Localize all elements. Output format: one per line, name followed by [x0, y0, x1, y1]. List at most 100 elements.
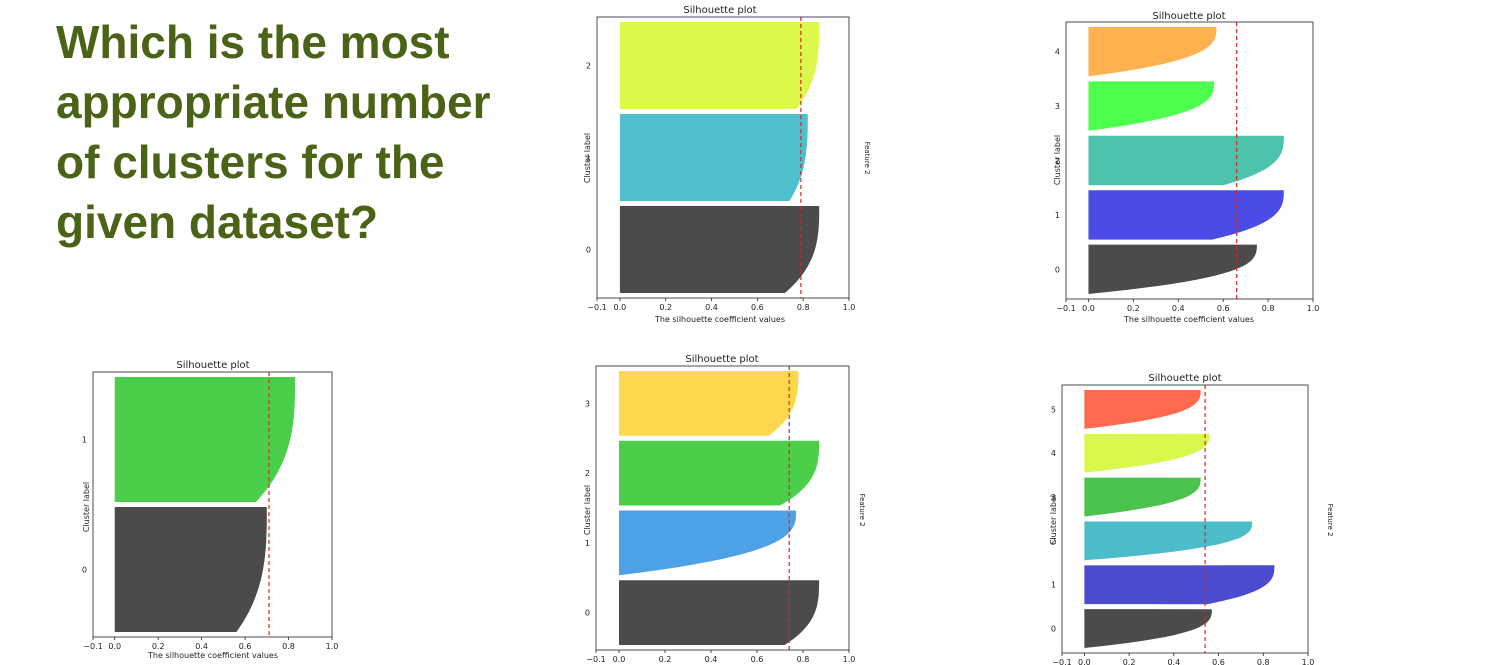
x-tick-label: −0.1: [586, 655, 605, 664]
cluster-silhouette-area: [1084, 609, 1212, 648]
cluster-silhouette-area: [619, 371, 799, 436]
x-tick-label: 0.4: [195, 642, 208, 651]
chart-marks: 0 1 2 3 4 −0.1 0.0 0.2 0.4 0.6 0.8 1.0: [1055, 21, 1320, 313]
x-tick-label: 0.2: [659, 655, 672, 664]
cluster-label: 3: [585, 399, 590, 408]
plot-frame: [92, 371, 333, 638]
cluster-label: 5: [1051, 405, 1056, 414]
plot-frame: [1065, 21, 1314, 300]
cluster-silhouette-area: [619, 440, 820, 506]
x-tick-label: 0.4: [705, 655, 718, 664]
cluster-label: 2: [1051, 537, 1056, 546]
y-axis-label: Cluster label: [583, 485, 592, 535]
x-tick-label: 0.6: [1217, 304, 1230, 313]
x-tick-label: 0.0: [1078, 658, 1091, 665]
x-tick-label: −0.1: [1056, 304, 1075, 313]
silhouette-plot-2: Silhouette plot 0 1 2 3 4 −0.1 0.0 0.2 0.4 0.6 0.8…: [1053, 11, 1320, 324]
x-tick-label: 0.2: [1123, 658, 1136, 665]
cluster-silhouette-area: [619, 510, 797, 576]
x-tick-label: 0.6: [751, 303, 764, 312]
feature-axis-label: Feature 2: [863, 141, 871, 174]
silhouette-plot-1: Silhouette plot 0 1 2 −0.1 0.0 0.2 0.4 0.6 0.8 1.…: [583, 5, 871, 324]
x-tick-label: 1.0: [843, 655, 856, 664]
cluster-label: 3: [1051, 493, 1056, 502]
cluster-label: 2: [585, 469, 590, 478]
cluster-silhouette-area: [1088, 81, 1215, 131]
cluster-label: 1: [585, 539, 590, 548]
chart-title: Silhouette plot: [685, 354, 758, 365]
y-axis-label: Cluster label: [82, 482, 91, 532]
y-axis-label: Cluster label: [1053, 135, 1062, 185]
y-axis-label: Cluster label: [1049, 495, 1058, 545]
cluster-silhouette-area: [1084, 521, 1253, 561]
chart-title: Silhouette plot: [1152, 11, 1225, 22]
silhouette-plot-3: Silhouette plot 0 1 −0.1 0.0 0.2 0.4 0.6 0.8 1.0…: [82, 360, 339, 660]
cluster-silhouette-area: [1088, 244, 1257, 294]
silhouette-plot-5: Silhouette plot 0 1 2 3 4 5 −0.1 0.0 0.2 0.4 0.6 0.…: [1049, 373, 1334, 665]
cluster-silhouette-area: [619, 206, 820, 293]
cluster-label: 3: [1055, 102, 1060, 111]
chart-title: Silhouette plot: [1148, 373, 1221, 384]
x-tick-label: 0.4: [705, 303, 718, 312]
x-tick-label: 1.0: [326, 642, 339, 651]
x-tick-label: 0.4: [1172, 304, 1185, 313]
chart-marks: 0 1 −0.1 0.0 0.2 0.4 0.6 0.8 1.0: [82, 371, 339, 651]
feature-axis-label: Feature 2: [1326, 503, 1334, 536]
cluster-silhouette-area: [1084, 433, 1210, 473]
cluster-label: 0: [1051, 625, 1056, 634]
cluster-silhouette-area: [1088, 135, 1284, 186]
cluster-label: 4: [1055, 48, 1060, 57]
x-tick-label: 0.0: [108, 642, 121, 651]
x-tick-label: 0.2: [152, 642, 165, 651]
cluster-silhouette-area: [1088, 27, 1217, 77]
x-tick-label: 0.2: [1127, 304, 1140, 313]
cluster-label: 0: [1055, 265, 1060, 274]
x-tick-label: 1.0: [1307, 304, 1320, 313]
silhouette-plot-4: Silhouette plot 0 1 2 3 −0.1 0.0 0.2 0.4 0.6 0.8 1…: [583, 354, 866, 664]
x-tick-label: 0.6: [1212, 658, 1225, 665]
x-tick-label: 0.0: [614, 303, 627, 312]
x-tick-label: 0.4: [1167, 658, 1180, 665]
cluster-silhouette-area: [619, 580, 820, 645]
x-tick-label: 1.0: [843, 303, 856, 312]
x-tick-label: 0.8: [797, 303, 810, 312]
x-axis-label: The silhouette coefficient values: [654, 315, 785, 324]
x-tick-label: 0.8: [797, 655, 810, 664]
x-tick-label: 0.8: [1257, 658, 1270, 665]
x-tick-label: −0.1: [1052, 658, 1071, 665]
cluster-label: 1: [1055, 211, 1060, 220]
x-tick-label: 0.6: [239, 642, 252, 651]
plot-frame: [595, 365, 850, 651]
plot-frame: [596, 16, 850, 299]
cluster-silhouette-area: [1084, 565, 1275, 605]
x-tick-label: 0.8: [1262, 304, 1275, 313]
x-tick-label: −0.1: [83, 642, 102, 651]
cluster-silhouette-area: [1084, 477, 1201, 517]
plot-frame: [1061, 384, 1309, 654]
cluster-label: 0: [82, 566, 87, 575]
cluster-silhouette-area: [1088, 190, 1284, 240]
y-axis-label: Cluster label: [583, 133, 592, 183]
chart-title: Silhouette plot: [176, 360, 249, 371]
cluster-label: 0: [585, 609, 590, 618]
x-tick-label: −0.1: [587, 303, 606, 312]
x-axis-label: The silhouette coefficient values: [1123, 315, 1254, 324]
x-axis-label: The silhouette coefficient values: [147, 651, 278, 660]
x-tick-label: 1.0: [1302, 658, 1315, 665]
cluster-silhouette-area: [114, 507, 267, 632]
cluster-label: 1: [1051, 581, 1056, 590]
feature-axis-label: Feature 2: [858, 493, 866, 526]
chart-marks: 0 1 2 3 −0.1 0.0 0.2 0.4 0.6 0.8 1.0: [585, 365, 856, 664]
cluster-label: 1: [586, 154, 591, 163]
cluster-label: 2: [1055, 157, 1060, 166]
x-tick-label: 0.0: [613, 655, 626, 664]
chart-title: Silhouette plot: [683, 5, 756, 16]
x-tick-label: 0.8: [282, 642, 295, 651]
cluster-label: 2: [586, 62, 591, 71]
x-tick-label: 0.2: [659, 303, 672, 312]
chart-marks: 0 1 2 −0.1 0.0 0.2 0.4 0.6 0.8 1.0: [586, 16, 856, 312]
cluster-label: 0: [586, 246, 591, 255]
cluster-silhouette-area: [1084, 390, 1201, 429]
x-tick-label: 0.0: [1082, 304, 1095, 313]
question-heading: Which is the most appropriate number of …: [56, 16, 491, 248]
